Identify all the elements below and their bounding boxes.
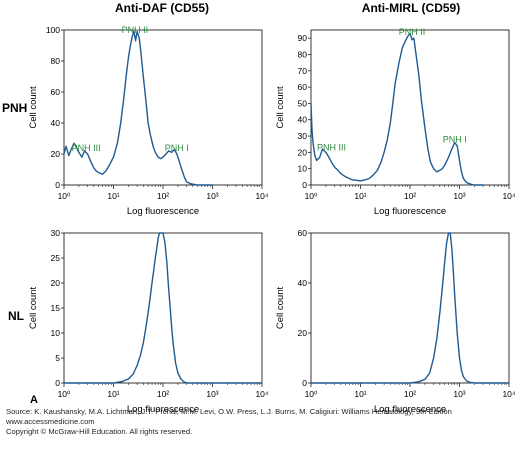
y-tick-label: 40: [298, 278, 308, 288]
x-axis-label: Log fluorescence: [127, 206, 199, 217]
y-tick-label: 90: [298, 33, 308, 43]
y-tick-label: 20: [51, 278, 61, 288]
x-tick-label: 10⁴: [502, 191, 515, 201]
plot-frame: [310, 29, 510, 186]
column-title-cd59: Anti-MIRL (CD59): [362, 1, 460, 15]
x-tick-label: 10³: [453, 389, 465, 399]
x-tick-label: 10⁰: [58, 389, 71, 399]
histogram-pnh-cd55: 0 20 40 60 80 100 10⁰ 10¹ 10² 10³ 10⁴ Log fluoresce…: [28, 25, 269, 217]
histogram-line-nl-cd55: [64, 232, 262, 384]
column-title-cd55: Anti-DAF (CD55): [115, 1, 209, 15]
y-tick-label: 30: [51, 228, 61, 238]
y-tick-label: 70: [298, 66, 308, 76]
y-tick-label: 60: [298, 228, 308, 238]
histogram-nl-cd55: 0 5 10 15 20 25 30 10⁰ 10¹ 10² 10³ 10⁴ Log fluoresce…: [28, 228, 269, 415]
website-line: www.accessmedicine.com: [6, 417, 95, 426]
population-label: PNH III: [72, 143, 101, 153]
y-tick-label: 25: [51, 253, 61, 263]
x-axis-label: Log fluorescence: [374, 206, 446, 217]
x-tick-label: 10⁴: [255, 389, 268, 399]
y-axis-label: Cell count: [275, 86, 286, 129]
histogram-nl-cd59: 0 20 40 60 10⁰ 10¹ 10² 10³ 10⁴ Log fluorescence Ce…: [275, 228, 516, 415]
plot-frame: [310, 232, 510, 384]
population-label: PNH III: [317, 143, 346, 153]
x-tick-label: 10³: [206, 191, 218, 201]
y-tick-label: 50: [298, 98, 308, 108]
source-line: Source: K. Kaushansky, M.A. Lichtman, J.…: [6, 407, 452, 416]
x-tick-label: 10³: [206, 389, 218, 399]
y-tick-label: 80: [298, 49, 308, 59]
x-tick-label: 10⁰: [305, 389, 318, 399]
x-axis-label: Log fluorescence: [127, 404, 199, 415]
histogram-pnh-cd59: 0 10 20 30 40 50 60 70 80 90 10⁰ 10¹ 10² 10³ 10⁴ Log fl…: [275, 27, 516, 217]
histogram-line-pnh-cd55: [63, 30, 213, 186]
histogram-line-nl-cd59: [311, 232, 509, 384]
x-axis-label: Log fluorescence: [374, 404, 446, 415]
y-axis-label: Cell count: [28, 287, 39, 330]
y-axis-label: Cell count: [28, 86, 39, 129]
y-tick-label: 20: [298, 147, 308, 157]
x-tick-label: 10³: [453, 191, 465, 201]
panel-letter: A: [30, 394, 38, 406]
population-label: PNH II: [122, 25, 149, 35]
x-tick-label: 10²: [404, 389, 416, 399]
population-label: PNH I: [165, 143, 189, 153]
x-tick-label: 10⁴: [255, 191, 268, 201]
y-tick-label: 0: [55, 180, 60, 190]
source-credits: Source: K. Kaushansky, M.A. Lichtman, J.…: [6, 407, 518, 437]
y-tick-label: 100: [46, 25, 60, 35]
y-tick-label: 60: [51, 87, 61, 97]
x-tick-label: 10¹: [354, 389, 366, 399]
y-tick-label: 40: [298, 115, 308, 125]
y-tick-label: 60: [298, 82, 308, 92]
x-tick-label: 10¹: [354, 191, 366, 201]
y-tick-label: 0: [302, 378, 307, 388]
x-tick-label: 10⁰: [58, 191, 71, 201]
y-tick-label: 80: [51, 56, 61, 66]
y-tick-label: 20: [298, 328, 308, 338]
y-tick-label: 10: [298, 164, 308, 174]
x-tick-label: 10²: [404, 191, 416, 201]
copyright-line: Copyright © McGraw-Hill Education. All r…: [6, 427, 193, 436]
y-axis-label: Cell count: [275, 287, 286, 330]
y-tick-label: 30: [298, 131, 308, 141]
plot-frame: [63, 29, 263, 186]
y-tick-label: 40: [51, 118, 61, 128]
row-label-pnh: PNH: [2, 101, 27, 115]
x-tick-label: 10⁰: [305, 191, 318, 201]
population-label: PNH I: [443, 135, 467, 145]
y-tick-label: 0: [55, 378, 60, 388]
x-tick-label: 10¹: [107, 191, 119, 201]
row-label-nl: NL: [8, 309, 24, 323]
y-tick-label: 10: [51, 328, 61, 338]
plot-frame: [63, 232, 263, 384]
population-label: PNH II: [399, 27, 426, 37]
x-tick-label: 10²: [157, 389, 169, 399]
y-tick-label: 20: [51, 149, 61, 159]
y-tick-label: 0: [302, 180, 307, 190]
y-tick-label: 15: [51, 303, 61, 313]
histogram-line-pnh-cd59: [310, 32, 484, 186]
x-tick-label: 10²: [157, 191, 169, 201]
x-tick-label: 10⁴: [502, 389, 515, 399]
y-tick-label: 5: [55, 353, 60, 363]
x-tick-label: 10¹: [107, 389, 119, 399]
